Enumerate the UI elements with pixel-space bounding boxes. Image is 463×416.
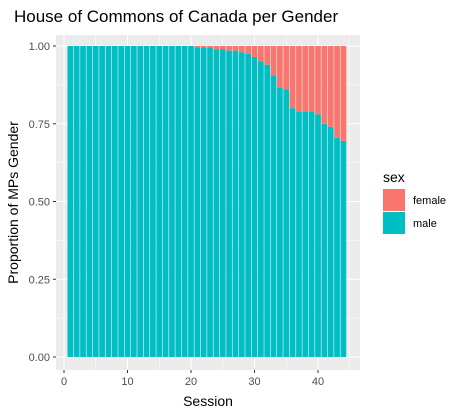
bar-male-session-10 [124, 46, 131, 357]
bar-male-session-15 [156, 46, 163, 357]
bar-male-session-32 [264, 64, 271, 357]
x-tick-label: 10 [121, 376, 133, 388]
bar-female-session-28 [238, 46, 245, 53]
bar-female-session-34 [277, 46, 283, 88]
bar-male-session-4 [86, 46, 93, 357]
bar-male-session-43 [334, 137, 340, 357]
bar-female-session-37 [296, 46, 302, 112]
bar-female-session-41 [321, 46, 328, 124]
bar-male-session-22 [200, 47, 207, 358]
bar-female-session-25 [219, 46, 226, 50]
bar-female-session-21 [194, 46, 201, 48]
legend-label-female: female [413, 195, 446, 207]
bar-female-session-39 [308, 46, 315, 112]
bar-male-session-18 [175, 46, 182, 357]
bar-male-session-9 [118, 46, 125, 357]
bar-male-session-1 [67, 46, 74, 357]
bars [67, 46, 347, 358]
bar-male-session-2 [73, 46, 80, 357]
bar-male-session-37 [296, 111, 302, 357]
bar-female-session-43 [334, 46, 340, 138]
y-tick-label: 0.75 [29, 119, 50, 131]
x-tick-label: 40 [312, 376, 324, 388]
bar-female-session-35 [283, 46, 290, 90]
bar-female-session-36 [289, 46, 296, 109]
bar-female-session-27 [232, 46, 239, 51]
bar-male-session-42 [327, 126, 334, 357]
bar-male-session-40 [315, 114, 321, 357]
bar-female-session-30 [251, 46, 258, 57]
bar-male-session-31 [257, 61, 264, 358]
legend-title: sex [383, 169, 405, 185]
x-tick-label: 30 [248, 376, 260, 388]
bar-male-session-34 [277, 87, 283, 358]
x-tick-label: 20 [185, 376, 197, 388]
bar-male-session-38 [302, 111, 309, 357]
bar-male-session-7 [105, 46, 112, 357]
y-tick-label: 0.50 [29, 197, 50, 209]
bar-male-session-11 [130, 46, 137, 357]
legend-key-male [383, 212, 405, 234]
y-tick-label: 0.25 [29, 274, 50, 286]
bar-female-session-23 [207, 46, 213, 48]
bar-male-session-20 [188, 46, 194, 357]
bar-female-session-32 [264, 46, 271, 65]
bar-male-session-29 [245, 53, 252, 358]
y-axis-ticks: 0.00 0.25 0.50 0.75 1.00 [29, 41, 56, 364]
bar-female-session-29 [245, 46, 252, 54]
bar-female-session-31 [257, 46, 264, 62]
bar-male-session-17 [169, 46, 175, 357]
bar-female-session-22 [200, 46, 207, 48]
bar-male-session-36 [289, 108, 296, 357]
legend: sex female male [383, 169, 446, 234]
bar-male-session-35 [283, 89, 290, 357]
bar-male-session-27 [232, 50, 239, 357]
bar-male-session-8 [111, 46, 118, 357]
bar-male-session-12 [137, 46, 144, 357]
bar-male-session-39 [308, 111, 315, 357]
bar-male-session-44 [340, 140, 347, 357]
x-axis-ticks: 0 10 20 30 40 [61, 370, 324, 388]
x-tick-label: 0 [61, 376, 67, 388]
y-tick-label: 0.00 [29, 352, 50, 364]
bar-male-session-14 [150, 46, 156, 357]
x-axis-title: Session [183, 393, 233, 409]
bar-male-session-16 [162, 46, 169, 357]
bar-male-session-5 [92, 46, 99, 357]
bar-female-session-38 [302, 46, 309, 112]
bar-male-session-30 [251, 56, 258, 357]
bar-female-session-24 [213, 46, 220, 50]
bar-male-session-13 [143, 46, 150, 357]
bar-female-session-40 [315, 46, 321, 115]
bar-male-session-6 [99, 46, 105, 357]
bar-male-session-3 [80, 46, 86, 357]
y-tick-label: 1.00 [29, 41, 50, 53]
bar-male-session-21 [194, 47, 201, 358]
legend-label-male: male [413, 218, 437, 230]
y-axis-title: Proportion of MPs Gender [5, 121, 21, 284]
bar-female-session-26 [226, 46, 232, 51]
chart-title: House of Commons of Canada per Gender [14, 7, 338, 26]
bar-male-session-28 [238, 52, 245, 357]
bar-male-session-24 [213, 49, 220, 358]
bar-male-session-26 [226, 50, 232, 357]
bar-female-session-44 [340, 46, 347, 141]
bar-male-session-41 [321, 123, 328, 357]
bar-female-session-33 [270, 46, 277, 76]
bar-male-session-25 [219, 49, 226, 358]
bar-male-session-19 [181, 46, 188, 357]
bar-male-session-23 [207, 47, 213, 358]
bar-female-session-42 [327, 46, 334, 127]
legend-key-female [383, 189, 405, 211]
bar-male-session-33 [270, 75, 277, 358]
